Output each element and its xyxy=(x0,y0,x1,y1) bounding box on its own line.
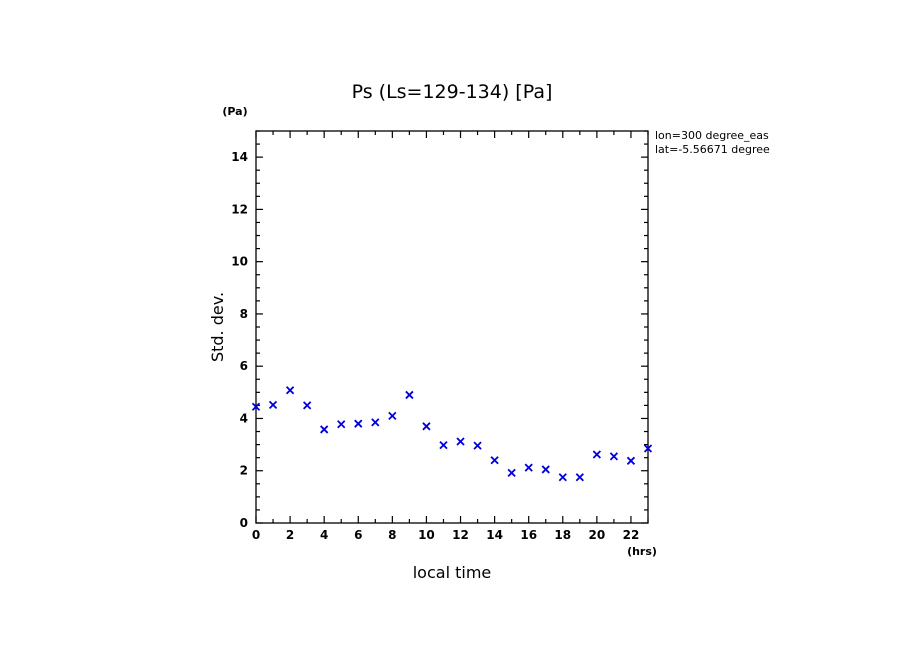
x-tick-label: 18 xyxy=(554,528,571,542)
y-tick-label: 10 xyxy=(231,255,248,269)
marker-stroke xyxy=(422,422,431,431)
data-point xyxy=(490,456,499,465)
x-unit-label: (hrs) xyxy=(627,545,657,558)
y-tick-label: 6 xyxy=(240,359,248,373)
plot-frame xyxy=(255,130,649,524)
marker-stroke xyxy=(371,418,380,427)
marker-stroke xyxy=(592,450,602,459)
data-point xyxy=(473,441,482,450)
x-tick-label: 4 xyxy=(320,528,328,542)
x-tick-label: 16 xyxy=(520,528,537,542)
x-tick-label: 14 xyxy=(486,528,503,542)
chart-title: Ps (Ls=129-134) [Pa] xyxy=(352,81,553,103)
marker-stroke xyxy=(558,473,567,482)
marker-stroke xyxy=(609,452,619,461)
tick-group: 0 2 4 6 8 10 12 14 16 18 20 22 0 2 4 6 8 10 12 14 xyxy=(231,130,649,542)
data-point xyxy=(439,440,448,450)
data-point xyxy=(320,425,329,434)
data-point xyxy=(575,473,584,482)
data-point xyxy=(405,390,414,400)
data-point xyxy=(354,419,363,428)
marker-stroke xyxy=(524,463,533,472)
marker-stroke xyxy=(405,390,414,400)
x-tick-label: 8 xyxy=(388,528,396,542)
marker-stroke xyxy=(541,465,550,474)
x-tick-label: 6 xyxy=(354,528,362,542)
data-point xyxy=(592,450,602,459)
data-point xyxy=(268,400,278,410)
data-point xyxy=(302,401,312,410)
y-tick-label: 14 xyxy=(231,150,248,164)
marker-stroke xyxy=(643,444,653,453)
y-unit-label: (Pa) xyxy=(222,105,247,118)
marker-stroke xyxy=(388,411,397,420)
marker-stroke xyxy=(439,440,448,450)
data-point xyxy=(371,418,380,427)
x-tick-label: 12 xyxy=(452,528,469,542)
y-axis-label: Std. dev. xyxy=(208,292,227,362)
data-point xyxy=(507,468,516,477)
marker-stroke xyxy=(626,456,636,465)
data-point xyxy=(337,420,346,429)
annotation-lat: lat=-5.56671 degree xyxy=(655,143,770,156)
data-points xyxy=(251,386,653,482)
data-point xyxy=(609,452,619,461)
y-tick-label: 8 xyxy=(240,307,248,321)
data-point xyxy=(626,456,636,465)
data-point xyxy=(285,386,295,395)
annotation-lon: lon=300 degree_eas xyxy=(655,129,769,142)
x-tick-label: 2 xyxy=(286,528,294,542)
marker-stroke xyxy=(575,473,584,482)
y-tick-label: 4 xyxy=(240,411,248,425)
data-point xyxy=(388,411,397,420)
marker-stroke xyxy=(507,468,516,477)
x-tick-label: 10 xyxy=(418,528,435,542)
x-axis-label: local time xyxy=(413,563,492,582)
marker-stroke xyxy=(320,425,329,434)
marker-stroke xyxy=(302,401,312,410)
y-tick-label: 0 xyxy=(240,516,248,530)
marker-stroke xyxy=(354,419,363,428)
x-tick-label: 22 xyxy=(623,528,640,542)
x-tick-label: 0 xyxy=(252,528,260,542)
marker-stroke xyxy=(473,441,482,450)
y-tick-label: 12 xyxy=(231,202,248,216)
marker-stroke xyxy=(268,400,278,410)
marker-stroke xyxy=(251,402,261,411)
data-point xyxy=(541,465,550,474)
marker-stroke xyxy=(490,456,499,465)
data-point xyxy=(643,444,653,453)
data-point xyxy=(558,473,567,482)
marker-stroke xyxy=(285,386,295,395)
marker-stroke xyxy=(337,420,346,429)
data-point xyxy=(456,437,465,446)
x-tick-label: 20 xyxy=(589,528,606,542)
marker-stroke xyxy=(456,437,465,446)
data-point xyxy=(524,463,533,472)
data-point xyxy=(422,422,431,431)
y-tick-label: 2 xyxy=(240,464,248,478)
data-point xyxy=(251,402,261,411)
